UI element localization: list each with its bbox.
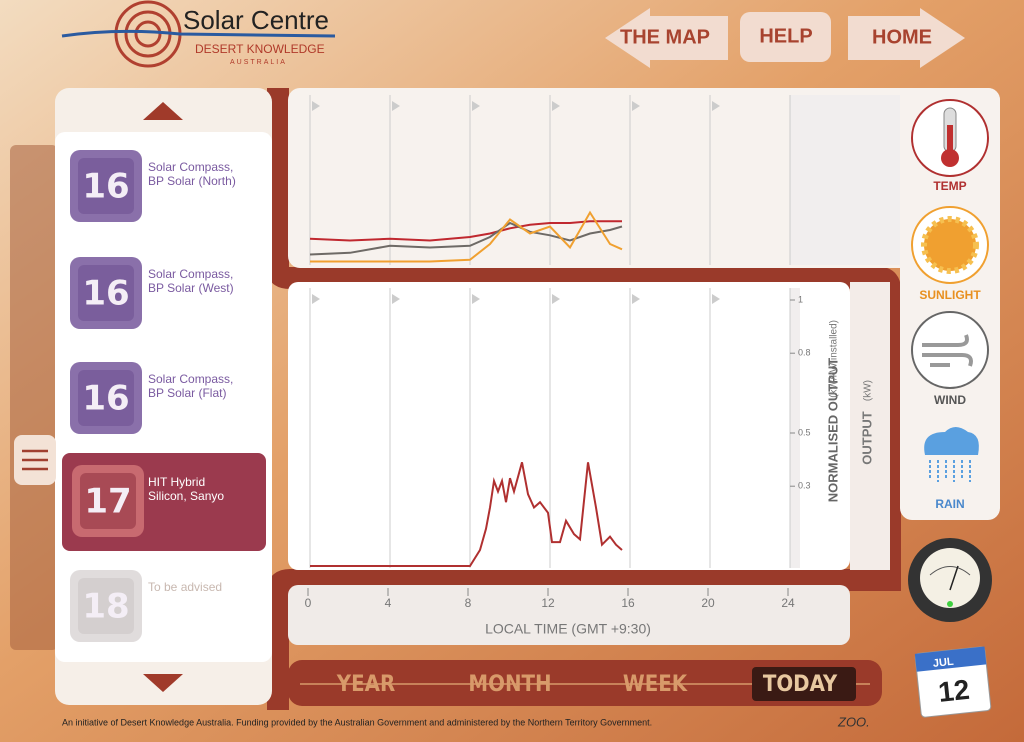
tile-inner[interactable] xyxy=(78,158,134,214)
band xyxy=(267,88,901,710)
shade xyxy=(790,95,900,265)
tile-inner[interactable] xyxy=(78,265,134,321)
series-line xyxy=(310,462,623,567)
logo: Solar Centre DESERT KNOWLEDGE AUSTRALIA xyxy=(61,0,336,68)
logo-region: AUSTRALIA xyxy=(230,59,287,66)
logo-subtitle: DESERT KNOWLEDGE xyxy=(195,42,325,56)
footer-brand: ZOO. xyxy=(837,714,870,729)
series-line xyxy=(309,221,623,256)
tile-number[interactable]: 17 xyxy=(84,482,131,522)
grid-flag xyxy=(392,101,400,111)
grid-flag xyxy=(472,101,480,111)
tile-inner[interactable] xyxy=(78,578,134,634)
x-axis-box xyxy=(288,585,850,645)
grid-flag xyxy=(312,101,320,111)
side-shade xyxy=(10,145,58,650)
calendar-month[interactable]: JUL xyxy=(932,656,954,670)
grid-flag xyxy=(472,294,480,304)
nav-home[interactable]: HOME xyxy=(848,8,965,68)
sunlight-button[interactable]: SUNLIGHT xyxy=(911,206,989,302)
x-axis-label: LOCAL TIME (GMT +9:30) xyxy=(485,621,651,637)
y2-strip xyxy=(850,282,890,570)
tile-number[interactable]: 18 xyxy=(82,587,129,627)
charts: 0 4 8 12 16 20 24 0.3 0.5 0.8 1 xyxy=(305,95,900,610)
item-label[interactable]: Solar Compass, xyxy=(148,160,233,174)
weather-label[interactable]: WIND xyxy=(934,393,966,407)
y2-axis-unit: (kW) xyxy=(863,380,874,401)
item-label[interactable]: Solar Compass, xyxy=(148,267,233,281)
tile-number[interactable]: 16 xyxy=(82,274,129,314)
y-axis-label: NORMALISED OUTPUT xyxy=(825,358,840,503)
wind-button[interactable]: WIND xyxy=(911,311,989,407)
nav-help[interactable]: HELP xyxy=(740,12,831,62)
grid-flag xyxy=(712,101,720,111)
x-tick-label: 24 xyxy=(781,596,795,610)
period-label[interactable]: WEEK xyxy=(623,672,688,697)
logo-title: Solar Centre xyxy=(183,5,329,35)
list: 16 Solar Compass,BP Solar (North)16 Solar … xyxy=(62,150,266,642)
nav-label[interactable]: THE MAP xyxy=(620,26,710,48)
footer-note: An initiative of Desert Knowledge Austra… xyxy=(62,717,652,727)
tile-inner[interactable] xyxy=(80,473,136,529)
grid-flag xyxy=(632,294,640,304)
item-label[interactable]: HIT Hybrid xyxy=(148,475,205,489)
item-label[interactable]: BP Solar (North) xyxy=(148,174,236,188)
series-line xyxy=(310,210,623,263)
period-label[interactable]: TODAY xyxy=(763,672,838,697)
weather-label[interactable]: RAIN xyxy=(935,497,964,511)
grid-flag xyxy=(392,294,400,304)
x-tick-label: 16 xyxy=(621,596,635,610)
scroll-up[interactable] xyxy=(143,102,183,120)
nav-map[interactable]: THE MAP xyxy=(605,8,728,68)
x-tick-label: 20 xyxy=(701,596,715,610)
shade xyxy=(790,288,800,568)
calendar-day[interactable]: 12 xyxy=(937,674,971,708)
grid-flag xyxy=(312,294,320,304)
x-tick-label: 12 xyxy=(541,596,555,610)
y-tick-label: 1 xyxy=(798,294,803,304)
tile-number[interactable]: 16 xyxy=(82,379,129,419)
weather-panel xyxy=(900,88,1000,520)
series-line xyxy=(309,220,622,242)
nav-label[interactable]: HOME xyxy=(872,26,932,48)
rain-button[interactable]: RAIN xyxy=(924,427,979,511)
grid-flag xyxy=(552,294,560,304)
y-tick-label: 0.5 xyxy=(798,427,811,437)
y-tick-label: 0.8 xyxy=(798,348,811,358)
period-label[interactable]: YEAR xyxy=(336,672,395,697)
periods: YEAR MONTH WEEK TODAY xyxy=(336,667,856,701)
gauge xyxy=(908,538,992,622)
calendar[interactable]: JUL 12 xyxy=(914,646,992,718)
nav-label[interactable]: HELP xyxy=(759,25,812,47)
period-bar xyxy=(288,660,882,706)
x-tick-label: 0 xyxy=(305,596,312,610)
weather-label[interactable]: SUNLIGHT xyxy=(919,288,981,302)
y2-axis-label: OUTPUT xyxy=(859,411,874,465)
y-tick-label: 0.3 xyxy=(798,481,811,491)
scroll-down[interactable] xyxy=(143,674,183,692)
item-label[interactable]: BP Solar (Flat) xyxy=(148,386,226,400)
item-label[interactable]: BP Solar (West) xyxy=(148,281,234,295)
temp-button[interactable]: TEMP xyxy=(911,99,989,193)
grid-flag xyxy=(712,294,720,304)
item-label[interactable]: Solar Compass, xyxy=(148,372,233,386)
grid-flag xyxy=(552,101,560,111)
period-label[interactable]: MONTH xyxy=(468,672,551,697)
x-tick-label: 8 xyxy=(465,596,472,610)
y-axis-unit: (kW/kW installed) xyxy=(829,320,840,398)
menu-icon[interactable] xyxy=(22,449,48,471)
item-label[interactable]: Silicon, Sanyo xyxy=(148,489,224,503)
grid-flag xyxy=(632,101,640,111)
item-label[interactable]: To be advised xyxy=(148,580,222,594)
x-tick-label: 4 xyxy=(385,596,392,610)
weather-label[interactable]: TEMP xyxy=(933,179,966,193)
tile-number[interactable]: 16 xyxy=(82,167,129,207)
period-selected[interactable] xyxy=(752,667,856,701)
tile-inner[interactable] xyxy=(78,370,134,426)
